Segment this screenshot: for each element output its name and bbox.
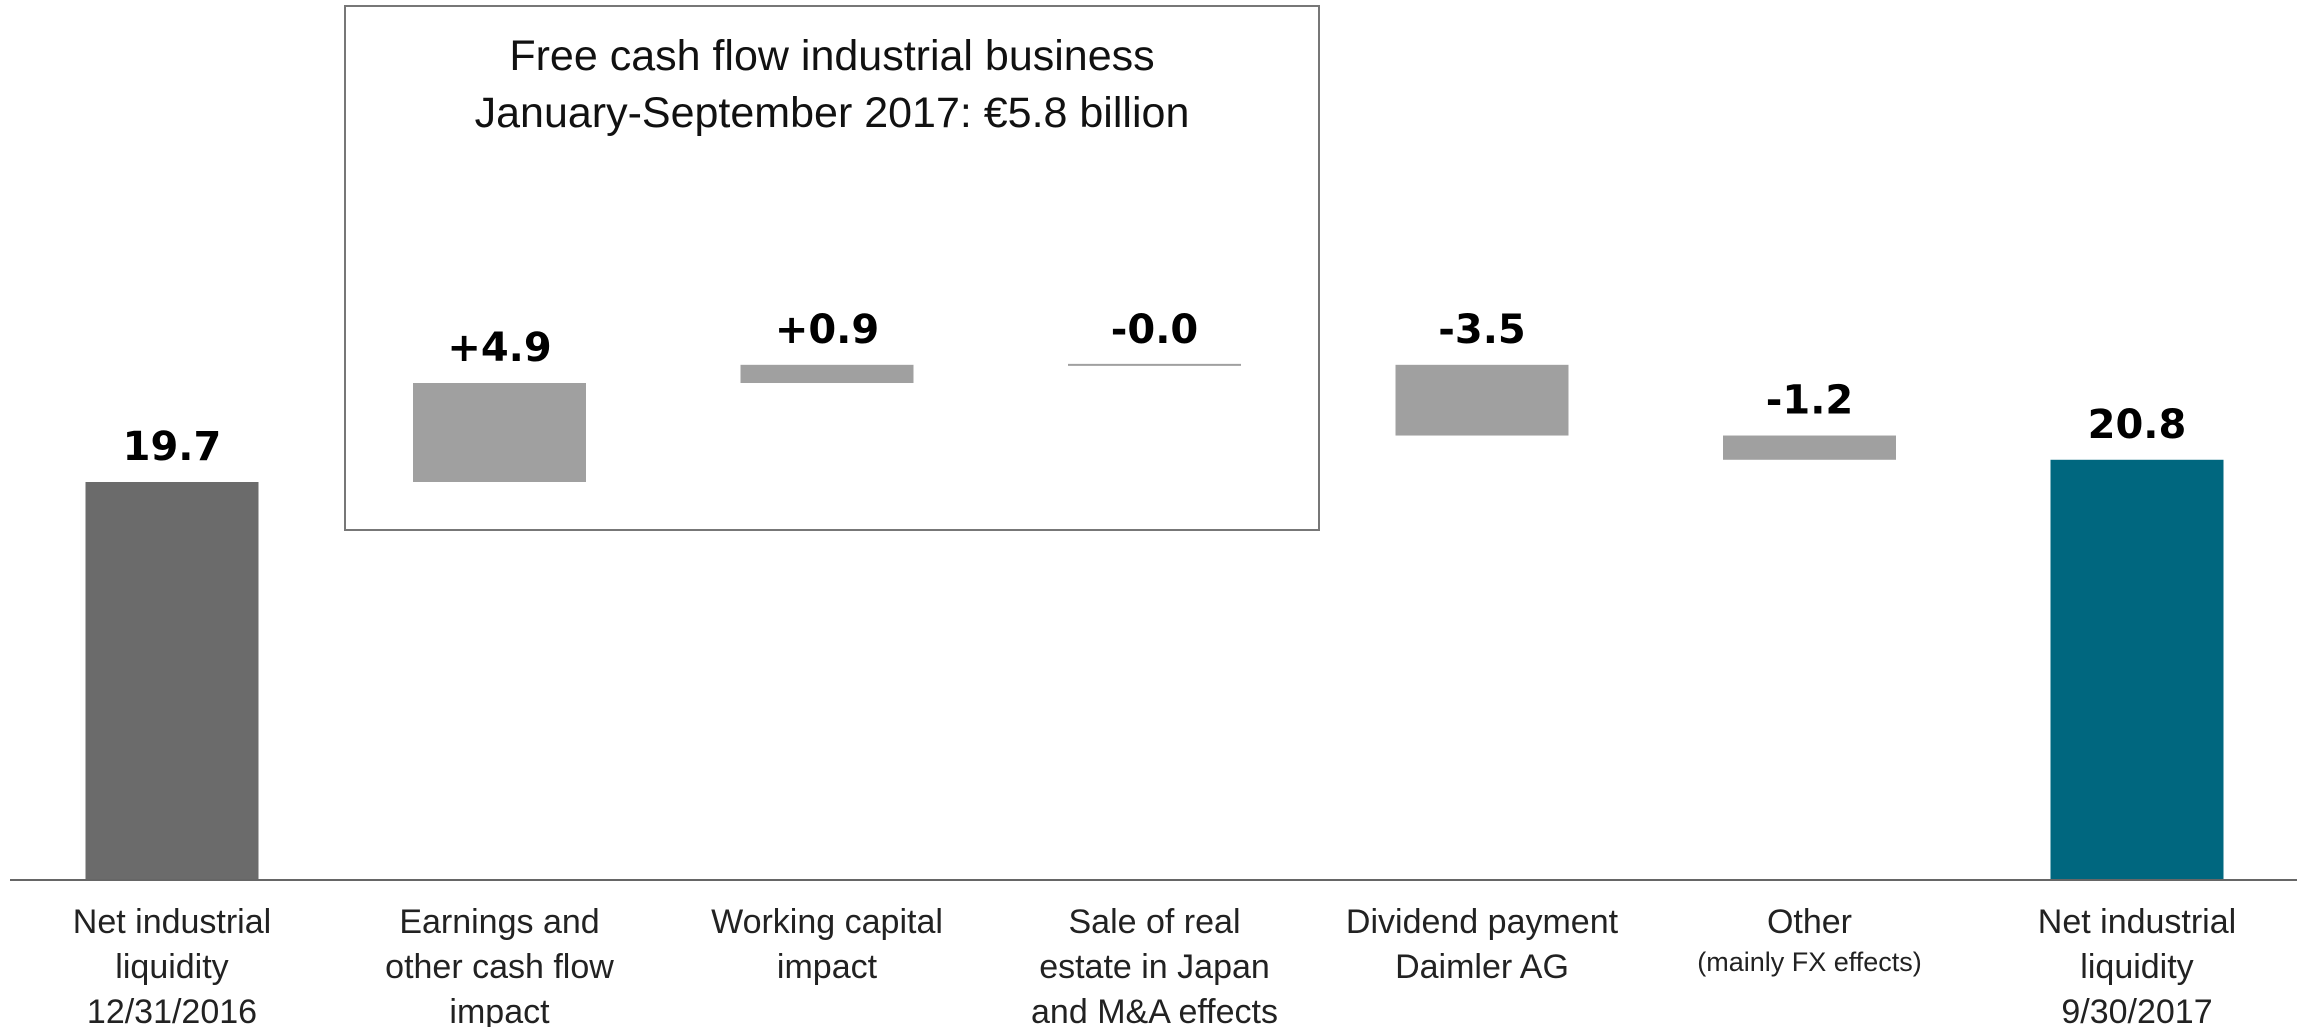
category-label-0-line-2: 12/31/2016	[87, 993, 257, 1027]
bar-value-label-5: -1.2	[1766, 378, 1853, 424]
category-label-0-line-1: liquidity	[115, 948, 228, 986]
bar-2	[740, 364, 914, 384]
category-label-1-line-1: other cash flow	[385, 948, 614, 986]
bar-1	[413, 383, 586, 482]
free-cash-flow-box-title-line-1: Free cash flow industrial business	[509, 32, 1154, 80]
category-label-3-line-0: Sale of real	[1069, 903, 1241, 941]
bar-6	[2050, 459, 2224, 880]
category-label-5-line-0: Other	[1767, 903, 1852, 941]
category-label-3-line-1: estate in Japan	[1039, 948, 1270, 986]
category-label-1-line-2: impact	[449, 993, 550, 1027]
category-label-6-line-1: liquidity	[2080, 948, 2193, 986]
bar-4	[1395, 364, 1569, 436]
bar-value-label-0: 19.7	[123, 424, 222, 470]
category-note-5: (mainly FX effects)	[1697, 947, 1922, 977]
category-label-6-line-0: Net industrial	[2038, 903, 2236, 941]
category-label-4-line-0: Dividend payment	[1346, 903, 1619, 941]
free-cash-flow-box	[344, 5, 1320, 531]
category-label-6-line-2: 9/30/2017	[2061, 993, 2212, 1027]
bar-0	[85, 482, 259, 880]
category-label-2-line-1: impact	[777, 948, 878, 986]
bar-value-label-1: +4.9	[447, 325, 551, 371]
bar-value-label-3: -0.0	[1111, 307, 1198, 353]
category-label-1-line-0: Earnings and	[399, 903, 599, 941]
bar-5	[1723, 435, 1896, 460]
category-labels-layer: Net industrial liquidity 12/31/2016 Earning…	[73, 903, 2236, 1027]
category-label-3-line-2: and M&A effects	[1031, 993, 1278, 1027]
category-label-4-line-1: Daimler AG	[1395, 948, 1569, 986]
bar-value-label-2: +0.9	[775, 307, 879, 353]
bars-layer: 19.7 +4.9 +0.9 -0.0 -3.5 -1.2 20.8	[85, 307, 2224, 880]
bar-value-label-6: 20.8	[2088, 402, 2187, 448]
bar-value-label-4: -3.5	[1438, 307, 1525, 353]
free-cash-flow-box-title-line-2: January-September 2017: €5.8 billion	[475, 89, 1190, 137]
category-label-0-line-0: Net industrial	[73, 903, 271, 941]
category-label-2-line-0: Working capital	[711, 903, 943, 941]
